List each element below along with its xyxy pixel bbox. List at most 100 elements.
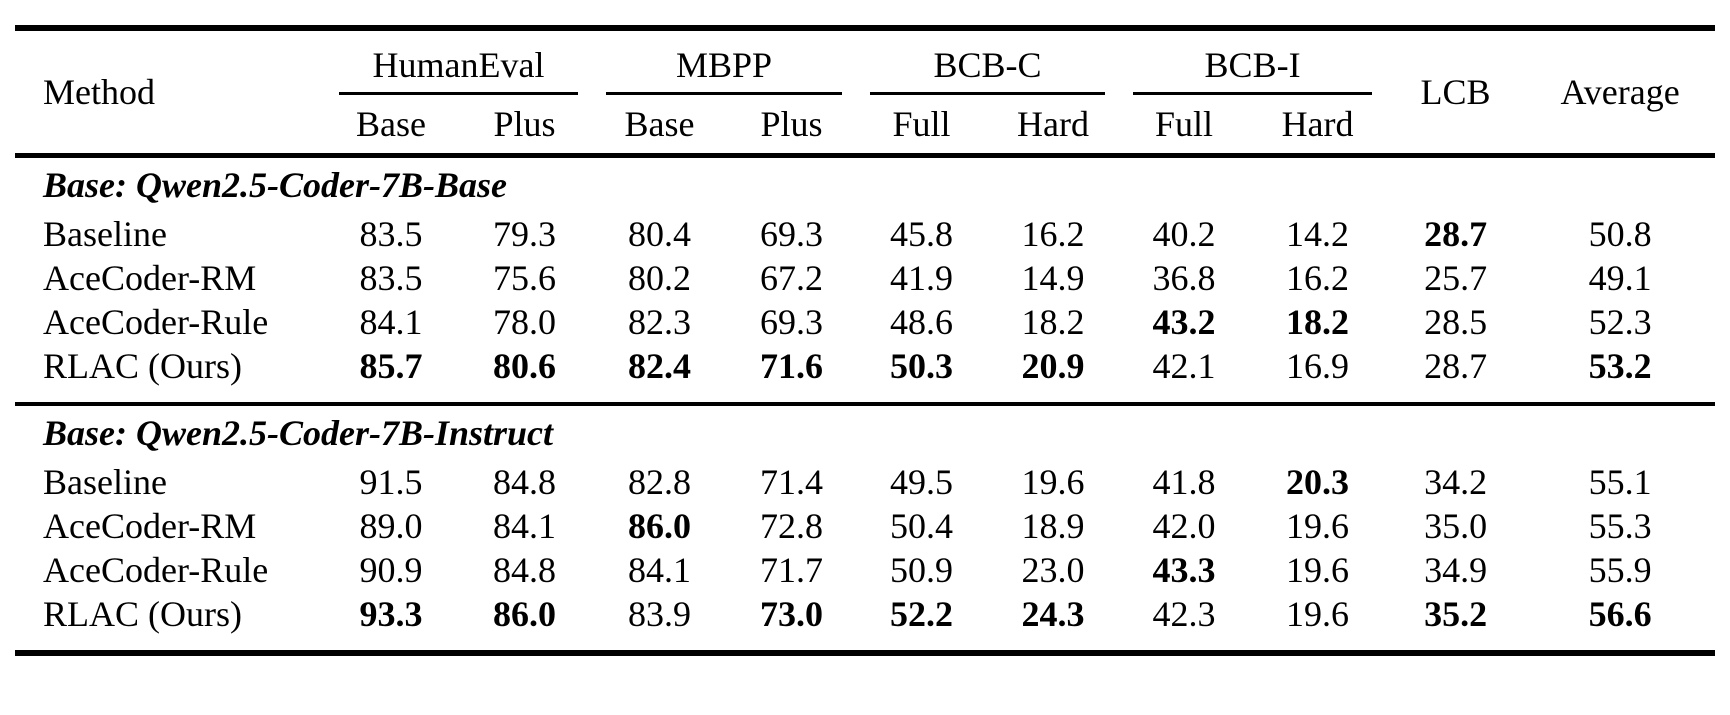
group-header-row: Method HumanEval MBPP BCB-C BCB-I LCB Av… bbox=[15, 28, 1716, 158]
value-cell: 86.0 bbox=[493, 594, 556, 634]
value-cell: 52.2 bbox=[890, 594, 954, 634]
table-header: Method HumanEval MBPP BCB-C BCB-I LCB Av… bbox=[15, 28, 1716, 158]
value-cell: 50.8 bbox=[1588, 214, 1652, 254]
value-cell: 36.8 bbox=[1152, 258, 1216, 298]
value-cell: 75.6 bbox=[493, 258, 556, 298]
value-cell: 42.3 bbox=[1152, 594, 1216, 634]
value-cell: 48.6 bbox=[890, 302, 954, 342]
value-cell: 67.2 bbox=[760, 258, 824, 298]
value-cell: 89.0 bbox=[359, 506, 423, 546]
value-cell: 23.0 bbox=[1021, 550, 1085, 590]
value-cell: 53.2 bbox=[1588, 346, 1652, 386]
value-cell: 82.3 bbox=[628, 302, 692, 342]
method-cell: AceCoder-RM bbox=[43, 258, 257, 298]
value-cell: 84.8 bbox=[493, 462, 556, 502]
value-cell: 41.9 bbox=[890, 258, 954, 298]
value-cell: 80.6 bbox=[493, 346, 556, 386]
table-row: RLAC (Ours) 93.3 86.0 83.9 73.0 52.2 24.3 42.3 1… bbox=[15, 592, 1715, 653]
value-cell: 20.3 bbox=[1286, 462, 1350, 502]
value-cell: 18.2 bbox=[1021, 302, 1085, 342]
benchmark-results-table: Method HumanEval MBPP BCB-C BCB-I LCB Av… bbox=[15, 25, 1716, 656]
value-cell: 19.6 bbox=[1286, 550, 1350, 590]
value-cell: 69.3 bbox=[760, 302, 824, 342]
value-cell: 45.8 bbox=[890, 214, 954, 254]
value-cell: 83.5 bbox=[359, 258, 423, 298]
value-cell: 18.9 bbox=[1021, 506, 1085, 546]
value-cell: 49.1 bbox=[1588, 258, 1652, 298]
value-cell: 20.9 bbox=[1021, 346, 1085, 386]
subcolumn-header-bcb-c-full: Full bbox=[856, 95, 988, 158]
subcolumn-header-mbpp-base: Base bbox=[592, 95, 728, 158]
value-cell: 25.7 bbox=[1424, 258, 1488, 298]
value-cell: 55.1 bbox=[1588, 462, 1652, 502]
method-cell: Baseline bbox=[43, 462, 167, 502]
value-cell: 16.9 bbox=[1286, 346, 1350, 386]
group-label-humaneval: HumanEval bbox=[339, 47, 579, 95]
value-cell: 85.7 bbox=[359, 346, 423, 386]
subcolumn-header-row: Base Plus Base Plus Full Hard Full Hard bbox=[15, 95, 1715, 158]
value-cell: 71.7 bbox=[760, 550, 824, 590]
value-cell: 79.3 bbox=[493, 214, 556, 254]
value-cell: 34.2 bbox=[1424, 462, 1488, 502]
value-cell: 34.9 bbox=[1424, 550, 1488, 590]
method-cell: Baseline bbox=[43, 214, 167, 254]
value-cell: 69.3 bbox=[760, 214, 824, 254]
value-cell: 42.0 bbox=[1152, 506, 1216, 546]
table-row: AceCoder-Rule 84.1 78.0 82.3 69.3 48.6 18.2 43.… bbox=[15, 300, 1715, 344]
value-cell: 49.5 bbox=[890, 462, 954, 502]
value-cell: 16.2 bbox=[1286, 258, 1350, 298]
group-header-humaneval: HumanEval bbox=[325, 28, 592, 95]
table-body: Base: Qwen2.5-Coder-7B-Base Baseline 83.5 7… bbox=[15, 156, 1716, 654]
value-cell: 16.2 bbox=[1021, 214, 1085, 254]
method-cell: RLAC (Ours) bbox=[43, 346, 242, 386]
value-cell: 43.2 bbox=[1152, 302, 1216, 342]
value-cell: 42.1 bbox=[1152, 346, 1216, 386]
value-cell: 84.1 bbox=[628, 550, 692, 590]
subcolumn-header-humaneval-base: Base bbox=[325, 95, 457, 158]
section-title-row: Base: Qwen2.5-Coder-7B-Base bbox=[15, 156, 1715, 213]
value-cell: 40.2 bbox=[1152, 214, 1216, 254]
method-cell: AceCoder-Rule bbox=[43, 550, 269, 590]
value-cell: 18.2 bbox=[1286, 302, 1350, 342]
method-cell: AceCoder-RM bbox=[43, 506, 257, 546]
value-cell: 84.8 bbox=[493, 550, 556, 590]
value-cell: 55.9 bbox=[1588, 550, 1652, 590]
table-row: AceCoder-RM 83.5 75.6 80.2 67.2 41.9 14.9 36.8 1… bbox=[15, 256, 1715, 300]
section-title: Base: Qwen2.5-Coder-7B-Base bbox=[43, 165, 507, 205]
value-cell: 71.6 bbox=[760, 346, 824, 386]
value-cell: 82.8 bbox=[628, 462, 692, 502]
value-cell: 56.6 bbox=[1588, 594, 1652, 634]
table-row: RLAC (Ours) 85.7 80.6 82.4 71.6 50.3 20.9 42.1 1… bbox=[15, 344, 1715, 404]
table-row: AceCoder-Rule 90.9 84.8 84.1 71.7 50.9 23.0 43.… bbox=[15, 548, 1715, 592]
value-cell: 83.9 bbox=[628, 594, 692, 634]
value-cell: 55.3 bbox=[1588, 506, 1652, 546]
value-cell: 19.6 bbox=[1286, 594, 1350, 634]
value-cell: 90.9 bbox=[359, 550, 423, 590]
value-cell: 14.2 bbox=[1286, 214, 1350, 254]
value-cell: 82.4 bbox=[628, 346, 692, 386]
value-cell: 52.3 bbox=[1588, 302, 1652, 342]
subcolumn-header-bcb-c-hard: Hard bbox=[987, 95, 1120, 158]
group-label-mbpp: MBPP bbox=[606, 47, 843, 95]
value-cell: 50.9 bbox=[890, 550, 954, 590]
value-cell: 35.2 bbox=[1424, 594, 1488, 634]
value-cell: 83.5 bbox=[359, 214, 423, 254]
method-cell: RLAC (Ours) bbox=[43, 594, 242, 634]
value-cell: 14.9 bbox=[1021, 258, 1085, 298]
value-cell: 19.6 bbox=[1021, 462, 1085, 502]
subcolumn-header-bcb-i-hard: Hard bbox=[1249, 95, 1387, 158]
value-cell: 50.4 bbox=[890, 506, 954, 546]
subcolumn-header-bcb-i-full: Full bbox=[1119, 95, 1250, 158]
value-cell: 28.5 bbox=[1424, 302, 1488, 342]
subcolumn-header-mbpp-plus: Plus bbox=[727, 95, 857, 158]
value-cell: 84.1 bbox=[359, 302, 423, 342]
value-cell: 93.3 bbox=[359, 594, 423, 634]
section-title-row: Base: Qwen2.5-Coder-7B-Instruct bbox=[15, 402, 1716, 460]
value-cell: 91.5 bbox=[359, 462, 423, 502]
value-cell: 50.3 bbox=[890, 346, 954, 386]
value-cell: 19.6 bbox=[1286, 506, 1350, 546]
value-cell: 72.8 bbox=[760, 506, 824, 546]
value-cell: 80.4 bbox=[628, 214, 692, 254]
column-header-lcb: LCB bbox=[1386, 28, 1526, 158]
subcolumn-header-humaneval-plus: Plus bbox=[457, 95, 593, 158]
